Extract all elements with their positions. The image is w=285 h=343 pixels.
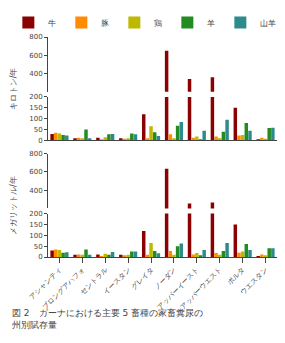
svg-text:100: 100: [29, 115, 42, 123]
svg-text:イースタン: イースタン: [102, 266, 132, 296]
svg-text:アッパーウエスト: アッパーウエスト: [178, 266, 223, 311]
svg-text:50: 50: [34, 126, 43, 134]
svg-text:600: 600: [29, 52, 42, 60]
svg-text:アッパーイースト: アッパーイースト: [155, 266, 200, 311]
svg-text:アシャンティ: アシャンティ: [28, 266, 63, 301]
svg-text:400: 400: [29, 187, 42, 195]
svg-text:鶏: 鶏: [154, 19, 162, 28]
svg-text:山羊: 山羊: [260, 19, 276, 28]
svg-text:グレイタ: グレイタ: [129, 266, 154, 291]
svg-text:600: 600: [29, 168, 42, 176]
svg-text:ブロングアハフォ: ブロングアハフォ: [41, 266, 86, 311]
svg-text:100: 100: [29, 232, 42, 240]
svg-text:400: 400: [29, 70, 42, 78]
svg-text:ウエスタン: ウエスタン: [239, 266, 269, 296]
svg-text:牛: 牛: [48, 19, 56, 28]
svg-text:50: 50: [34, 243, 43, 251]
svg-text:800: 800: [29, 33, 42, 41]
svg-text:ノーダン: ノーダン: [152, 266, 177, 291]
svg-text:メガリットル/年: メガリットル/年: [9, 176, 18, 235]
svg-text:200: 200: [29, 210, 42, 218]
svg-text:豚: 豚: [101, 19, 109, 28]
svg-text:羊: 羊: [207, 19, 215, 28]
svg-text:150: 150: [29, 221, 42, 229]
svg-text:ボルタ: ボルタ: [226, 266, 247, 287]
svg-text:200: 200: [29, 93, 42, 101]
svg-text:キロトン/年: キロトン/年: [9, 68, 18, 111]
svg-text:0: 0: [38, 253, 42, 261]
svg-text:セントラル: セントラル: [79, 266, 109, 296]
svg-text:150: 150: [29, 104, 42, 112]
svg-text:800: 800: [29, 150, 42, 158]
svg-text:図 2 ガーナにおける主要 5 畜種の家畜糞尿の: 図 2 ガーナにおける主要 5 畜種の家畜糞尿の: [12, 308, 203, 318]
svg-text:0: 0: [38, 137, 42, 145]
svg-text:州別賦存量: 州別賦存量: [12, 320, 57, 330]
